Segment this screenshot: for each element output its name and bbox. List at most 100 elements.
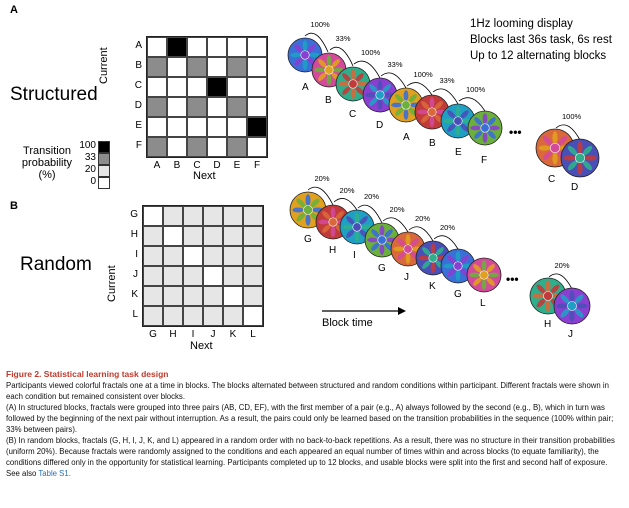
panel-a-letter: A xyxy=(10,4,18,16)
matrix-cell-CF xyxy=(247,77,267,97)
structured-fractal-e xyxy=(440,103,476,139)
col-tick-E: E xyxy=(233,160,241,171)
matrix-cell-KJ xyxy=(203,286,223,306)
legend-title-line3: (%) xyxy=(38,169,56,181)
random-sequence-ellipsis: ••• xyxy=(506,272,519,286)
col-tick-G: G xyxy=(149,329,157,340)
matrix-cell-JL xyxy=(243,266,263,286)
legend-value-20: 20 xyxy=(84,164,96,175)
row-tick-K: K xyxy=(131,289,138,300)
random-transition-arc xyxy=(333,198,358,211)
matrix-cell-DE xyxy=(227,97,247,117)
random-fractal-label: G xyxy=(378,263,386,274)
col-tick-J: J xyxy=(210,329,216,340)
structured-transition-percent: 33% xyxy=(388,60,403,69)
structured-transition-arc xyxy=(304,32,329,53)
random-transition-percent: 20% xyxy=(390,205,405,214)
structured-fractal-label: B xyxy=(325,95,332,106)
caption-paragraph-3: (B) In random blocks, fractals (G, H, I,… xyxy=(6,436,615,467)
legend-swatch-100 xyxy=(98,141,110,153)
display-note-2: Blocks last 36s task, 6s rest xyxy=(470,34,612,46)
matrix-cell-FF xyxy=(247,137,267,157)
legend-title-line1: Transition xyxy=(23,145,71,157)
matrix-cell-DF xyxy=(247,97,267,117)
row-tick-D: D xyxy=(134,100,142,111)
structured-transition-percent: 100% xyxy=(361,48,381,57)
matrix-cell-JH xyxy=(163,266,183,286)
matrix-cell-IJ xyxy=(203,246,223,266)
matrix-cell-IL xyxy=(243,246,263,266)
matrix-cell-HJ xyxy=(203,226,223,246)
matrix-cell-EE xyxy=(227,117,247,137)
structured-fractal-label: C xyxy=(548,174,555,185)
row-tick-C: C xyxy=(134,80,142,91)
structured-fractal-label: A xyxy=(403,132,410,143)
structured-transition-arc xyxy=(555,124,581,141)
random-transition-arc xyxy=(307,186,334,206)
row-tick-B: B xyxy=(135,60,142,71)
matrix-cell-AA xyxy=(147,37,167,57)
row-tick-E: E xyxy=(135,120,142,131)
random-fractal-label: G xyxy=(454,289,462,300)
random-fractal-label: L xyxy=(480,298,486,309)
col-tick-A: A xyxy=(153,160,161,171)
structured-fractal-label: B xyxy=(429,138,436,149)
matrix-cell-IH xyxy=(163,246,183,266)
structured-transition-arc xyxy=(353,60,381,79)
caption-paragraph-1: Participants viewed colorful fractals on… xyxy=(6,381,609,401)
matrix-cell-LJ xyxy=(203,306,223,326)
row-tick-L: L xyxy=(132,309,138,320)
matrix-cell-FE xyxy=(227,137,247,157)
matrix-cell-BB xyxy=(167,57,187,77)
display-notes: 1Hz looming display Blocks last 36s task… xyxy=(470,16,612,64)
display-note-1: 1Hz looming display xyxy=(470,18,573,30)
matrix-cell-GL xyxy=(243,206,263,226)
matrix-cell-JI xyxy=(183,266,203,286)
random-transition-arc xyxy=(382,217,409,233)
figure-caption: Figure 2. Statistical learning task desi… xyxy=(6,369,623,479)
structured-fractal-f xyxy=(467,110,503,146)
legend-swatch-20 xyxy=(98,165,110,177)
matrix-cell-LL xyxy=(243,306,263,326)
matrix-cell-JK xyxy=(223,266,243,286)
matrix-cell-KG xyxy=(143,286,163,306)
row-tick-F: F xyxy=(135,140,142,151)
matrix-cell-BC xyxy=(187,57,207,77)
col-tick-I: I xyxy=(191,329,195,340)
matrix-cell-KL xyxy=(243,286,263,306)
matrix-cell-BD xyxy=(207,57,227,77)
matrix-cell-IG xyxy=(143,246,163,266)
random-fractal-l xyxy=(466,257,502,293)
structured-transition-arc xyxy=(458,97,486,112)
matrix-cell-IK xyxy=(223,246,243,266)
random-fractal-label: H xyxy=(544,319,551,330)
matrix-cell-CB xyxy=(167,77,187,97)
structured-fractal-label: D xyxy=(376,120,383,131)
structured-transition-arc xyxy=(329,46,354,67)
table-s1-link[interactable]: Table S1. xyxy=(38,469,71,478)
legend-title: Transition probability (%) xyxy=(16,145,78,181)
structured-fractal-label: E xyxy=(455,147,462,158)
structured-transition-percent: 100% xyxy=(562,112,582,121)
matrix-cell-HG xyxy=(143,226,163,246)
matrix-cell-KH xyxy=(163,286,183,306)
matrix-cell-CC xyxy=(187,77,207,97)
matrix-cell-EA xyxy=(147,117,167,137)
structured-transition-arc xyxy=(432,88,459,105)
matrix-cell-AD xyxy=(207,37,227,57)
random-transition-arc xyxy=(357,204,383,224)
random-fractal-j xyxy=(553,287,591,325)
random-fractal-label: I xyxy=(353,250,356,261)
row-tick-A: A xyxy=(135,40,142,51)
matrix-cell-HK xyxy=(223,226,243,246)
block-time-arrow-head xyxy=(398,307,406,315)
matrix-cell-AE xyxy=(227,37,247,57)
matrix-cell-FB xyxy=(167,137,187,157)
matrix-cell-AC xyxy=(187,37,207,57)
random-fractal-label: J xyxy=(404,272,409,283)
row-tick-I: I xyxy=(135,249,138,260)
structured-label: Structured xyxy=(10,84,98,105)
matrix-cell-HH xyxy=(163,226,183,246)
matrix-cell-ED xyxy=(207,117,227,137)
row-tick-J: J xyxy=(133,269,138,280)
